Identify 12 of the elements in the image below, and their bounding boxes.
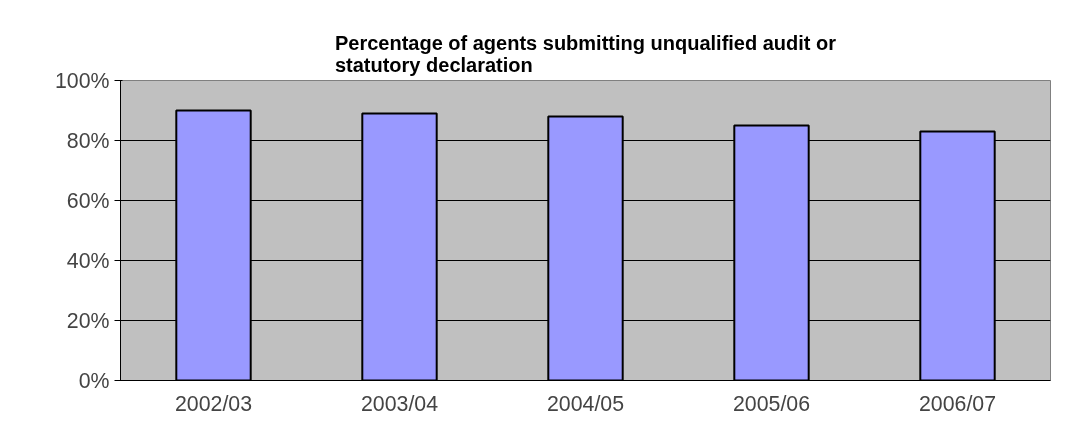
x-tick-label: 2006/07 [918, 391, 997, 416]
y-tick-label: 80% [66, 128, 110, 153]
y-tick-label: 0% [78, 368, 110, 393]
x-tick-label: 2005/06 [732, 391, 811, 416]
y-tick-label: 20% [66, 308, 110, 333]
y-tick-label: 60% [66, 188, 110, 213]
x-tick-label: 2004/05 [546, 391, 625, 416]
x-tick-label: 2002/03 [174, 391, 253, 416]
x-tick-label: 2003/04 [360, 391, 439, 416]
y-tick-label: 100% [54, 68, 110, 93]
chart-title: Percentage of agents submitting unqualified audit or statutory declaration [334, 31, 837, 76]
y-tick-label: 40% [66, 248, 110, 273]
